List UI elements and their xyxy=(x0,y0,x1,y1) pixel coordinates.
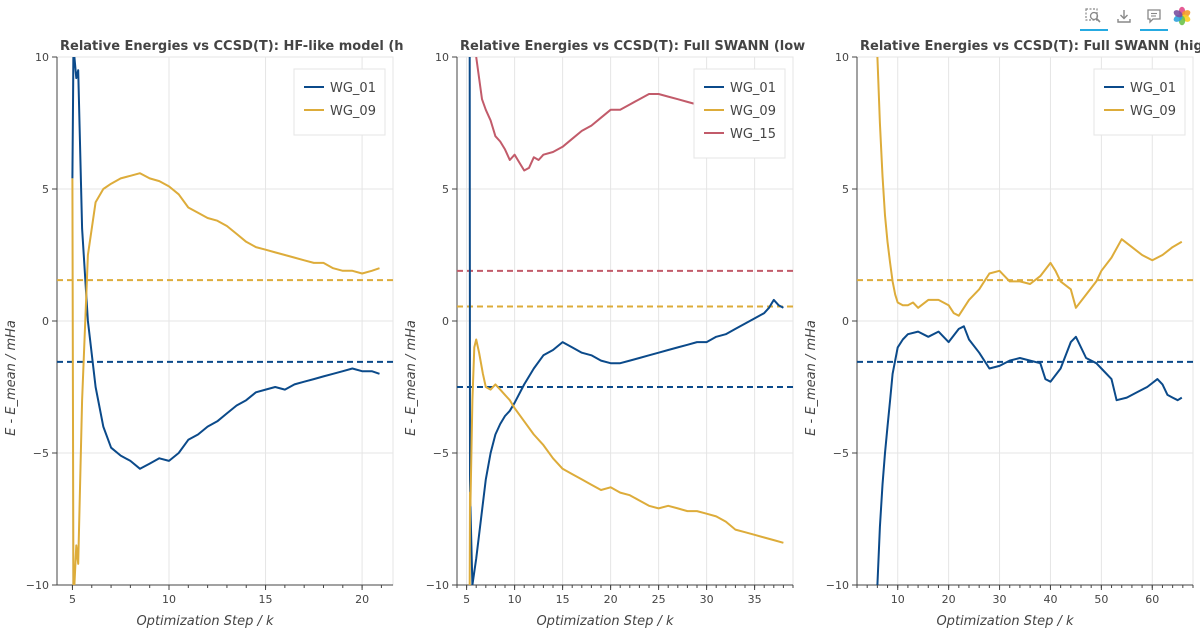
x-tick-label: 50 xyxy=(1094,593,1108,606)
series-line-wg_01 xyxy=(468,57,784,585)
y-axis-label: E - E_mean / mHa xyxy=(404,320,419,436)
y-tick-label: 10 xyxy=(835,51,849,64)
y-tick-label: 5 xyxy=(442,183,449,196)
bokeh-logo xyxy=(1173,6,1191,26)
y-tick-label: −5 xyxy=(33,447,49,460)
chart-panel-3: −10 −5 0 5 10 10 20 30 40 50 60 Relative Energies v… xyxy=(804,39,1200,629)
x-tick-label: 10 xyxy=(162,593,176,606)
legend-label: WG_01 xyxy=(330,81,376,96)
x-tick-label: 10 xyxy=(891,593,905,606)
data-layer xyxy=(57,57,393,585)
legend-label: WG_15 xyxy=(730,127,776,142)
y-tick-label: 5 xyxy=(842,183,849,196)
x-tick-label: 10 xyxy=(508,593,522,606)
series-line-wg_09 xyxy=(876,57,1183,317)
x-tick-label: 30 xyxy=(993,593,1007,606)
y-tick-label: 10 xyxy=(35,51,49,64)
x-tick-label: 20 xyxy=(355,593,369,606)
legend[interactable]: WG_01 WG_09 xyxy=(293,68,386,136)
y-tick-label: 0 xyxy=(442,315,449,328)
x-tick-label: 30 xyxy=(700,593,714,606)
series-line-wg_01 xyxy=(876,325,1183,585)
legend-label: WG_09 xyxy=(1130,104,1176,119)
legend-label: WG_09 xyxy=(330,104,376,119)
x-axis-label: Optimization Step / k xyxy=(936,614,1074,629)
bokeh-logo-link[interactable] xyxy=(1168,4,1196,28)
hover-icon xyxy=(1147,9,1161,24)
y-tick-label: 5 xyxy=(42,183,49,196)
x-axis-label: Optimization Step / k xyxy=(536,614,674,629)
x-axis-label: Optimization Step / k xyxy=(136,614,274,629)
legend-label: WG_01 xyxy=(1130,81,1176,96)
chart-title: Relative Energies vs CCSD(T): HF-like mo… xyxy=(60,39,404,54)
x-tick-label: 15 xyxy=(556,593,570,606)
save-button[interactable] xyxy=(1110,4,1138,28)
y-axis-label: E - E_mean / mHa xyxy=(804,320,819,436)
logo-petal xyxy=(1173,10,1183,18)
chart-panel-1: −10 −5 0 5 10 5 10 15 20 Relative Energies vs CCS… xyxy=(4,39,404,629)
legend[interactable]: WG_01 WG_09 xyxy=(1093,68,1186,136)
x-tick-label: 20 xyxy=(604,593,618,606)
legend-label: WG_09 xyxy=(730,104,776,119)
box-zoom-icon xyxy=(1085,8,1101,23)
y-tick-label: −5 xyxy=(433,447,449,460)
y-tick-label: 0 xyxy=(842,315,849,328)
x-tick-label: 5 xyxy=(69,593,76,606)
data-layer xyxy=(857,57,1193,585)
x-tick-label: 20 xyxy=(942,593,956,606)
x-tick-label: 5 xyxy=(463,593,470,606)
plot-toolbar xyxy=(1080,4,1196,31)
y-tick-label: −10 xyxy=(826,579,849,592)
hover-button[interactable] xyxy=(1140,4,1168,31)
x-tick-label: 40 xyxy=(1043,593,1057,606)
legend-box xyxy=(693,68,786,159)
legend-box xyxy=(1093,68,1186,136)
legend-label: WG_01 xyxy=(730,81,776,96)
save-icon xyxy=(1117,10,1131,23)
x-tick-label: 35 xyxy=(748,593,762,606)
y-axis-label: E - E_mean / mHa xyxy=(4,320,19,436)
chart-panel-2: −10 −5 0 5 10 5 10 15 20 25 30 35 Relative Energies … xyxy=(404,39,805,629)
box-zoom-button[interactable] xyxy=(1080,4,1108,31)
series-line-wg_09 xyxy=(468,338,784,585)
y-tick-label: 10 xyxy=(435,51,449,64)
x-tick-label: 25 xyxy=(652,593,666,606)
x-tick-label: 60 xyxy=(1145,593,1159,606)
legend-box xyxy=(293,68,386,136)
y-tick-label: 0 xyxy=(42,315,49,328)
chart-title: Relative Energies vs CCSD(T): Full SWANN… xyxy=(460,39,805,54)
chart-title: Relative Energies vs CCSD(T): Full SWANN… xyxy=(860,39,1200,54)
series-line-wg_09 xyxy=(71,172,380,585)
y-tick-label: −10 xyxy=(26,579,49,592)
legend[interactable]: WG_01 WG_09 WG_15 xyxy=(693,68,786,159)
series-line-wg_15 xyxy=(475,57,698,172)
x-tick-label: 15 xyxy=(259,593,273,606)
y-tick-label: −10 xyxy=(426,579,449,592)
series-line-wg_01 xyxy=(71,57,380,470)
y-tick-label: −5 xyxy=(833,447,849,460)
data-layer xyxy=(457,57,793,585)
